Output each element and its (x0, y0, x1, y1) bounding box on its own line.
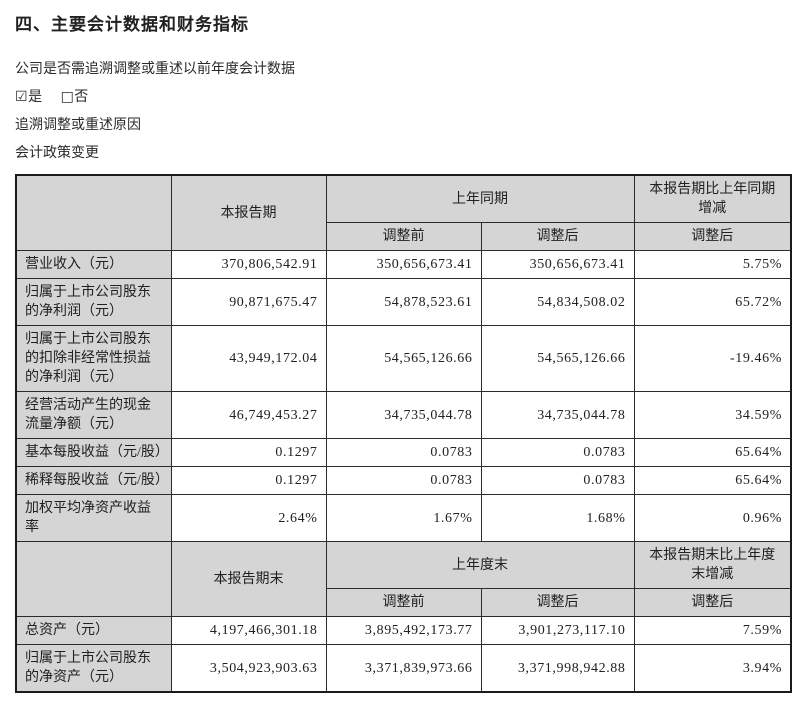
yearend-header-row: 本报告期末 上年度末 本报告期末比上年度末增减 (15, 541, 792, 617)
intro-block: 公司是否需追溯调整或重述以前年度会计数据 ☑是 □否 追溯调整或重述原因 会计政… (15, 62, 790, 161)
after-adjust-value-cell: 34,735,044.78 (480, 391, 635, 439)
before-adjust-value-cell: 54,878,523.61 (325, 278, 482, 326)
period-subheader-row: 调整前 调整后 调整后 (16, 222, 792, 251)
row-label-cell: 基本每股收益（元/股） (15, 438, 172, 467)
unchecked-checkbox-icon: □ (60, 89, 75, 105)
current-period-value-cell: 370,806,542.91 (170, 250, 327, 279)
subheader-before-adjustment: 调整前 (325, 588, 482, 617)
after-adjust-value-cell: 0.0783 (480, 438, 635, 467)
col-header-prior-period: 上年同期 (325, 174, 635, 223)
report-page: 四、主要会计数据和财务指标 公司是否需追溯调整或重述以前年度会计数据 ☑是 □否… (15, 15, 792, 693)
before-adjust-value-cell: 34,735,044.78 (325, 391, 482, 439)
before-adjust-value-cell: 3,371,839,973.66 (325, 644, 482, 693)
change-value-cell: 34.59% (633, 391, 792, 439)
before-adjust-value-cell: 3,895,492,173.77 (325, 616, 482, 645)
subheader-after-adjustment: 调整后 (480, 222, 635, 251)
before-adjust-value-cell: 54,565,126.66 (325, 325, 482, 392)
subheader-before-adjustment: 调整前 (325, 222, 482, 251)
no-option-label: 否 (74, 90, 89, 105)
change-value-cell: 65.64% (633, 438, 792, 467)
current-period-value-cell: 2.64% (170, 494, 327, 542)
after-adjust-value-cell: 1.68% (480, 494, 635, 542)
before-adjust-value-cell: 0.0783 (325, 438, 482, 467)
after-adjust-value-cell: 0.0783 (480, 466, 635, 495)
row-label-cell: 归属于上市公司股东的扣除非经常性损益的净利润（元） (15, 325, 172, 392)
before-adjust-value-cell: 350,656,673.41 (325, 250, 482, 279)
table-row-net-profit: 归属于上市公司股东的净利润（元） 90,871,675.47 54,878,52… (15, 278, 792, 326)
change-value-cell: 65.64% (633, 466, 792, 495)
after-adjust-value-cell: 3,371,998,942.88 (480, 644, 635, 693)
restatement-answer-line: ☑是 □否 (15, 89, 790, 106)
table-row-net-profit-excl-nonrecurring: 归属于上市公司股东的扣除非经常性损益的净利润（元） 43,949,172.04 … (15, 325, 792, 392)
change-value-cell: 0.96% (633, 494, 792, 542)
table-row-operating-revenue: 营业收入（元） 370,806,542.91 350,656,673.41 35… (15, 250, 792, 279)
restatement-reason-value: 会计政策变更 (15, 146, 99, 161)
table-row-operating-cash-flow: 经营活动产生的现金流量净额（元） 46,749,453.27 34,735,04… (15, 391, 792, 439)
after-adjust-value-cell: 350,656,673.41 (480, 250, 635, 279)
change-value-cell: 3.94% (633, 644, 792, 693)
subheader-change-after-adjustment: 调整后 (633, 222, 792, 251)
checked-checkbox-icon: ☑ (15, 89, 29, 105)
period-header-row: 本报告期 上年同期 本报告期比上年同期增减 (15, 174, 792, 251)
table-row-total-assets: 总资产（元） 4,197,466,301.18 3,895,492,173.77… (15, 616, 792, 645)
change-value-cell: 65.72% (633, 278, 792, 326)
before-adjust-value-cell: 1.67% (325, 494, 482, 542)
current-period-value-cell: 4,197,466,301.18 (170, 616, 327, 645)
row-label-cell: 归属于上市公司股东的净资产（元） (15, 644, 172, 693)
current-period-value-cell: 90,871,675.47 (170, 278, 327, 326)
change-value-cell: -19.46% (633, 325, 792, 392)
current-period-value-cell: 43,949,172.04 (170, 325, 327, 392)
after-adjust-value-cell: 54,565,126.66 (480, 325, 635, 392)
financial-indicators-table: 本报告期 上年同期 本报告期比上年同期增减 调整前 调整后 调整后 营业收入（元… (15, 174, 792, 693)
restatement-reason-label: 追溯调整或重述原因 (15, 118, 141, 133)
subheader-after-adjustment: 调整后 (480, 588, 635, 617)
current-period-value-cell: 0.1297 (170, 466, 327, 495)
row-label-cell: 归属于上市公司股东的净利润（元） (15, 278, 172, 326)
table-row-net-assets: 归属于上市公司股东的净资产（元） 3,504,923,903.63 3,371,… (15, 644, 792, 693)
row-label-cell: 加权平均净资产收益率 (15, 494, 172, 542)
col-header-period-change: 本报告期比上年同期增减 (633, 174, 792, 223)
row-label-cell: 经营活动产生的现金流量净额（元） (15, 391, 172, 439)
yearend-subheader-row: 调整前 调整后 调整后 (16, 588, 792, 617)
before-adjust-value-cell: 0.0783 (325, 466, 482, 495)
col-header-prior-yearend: 上年度末 (325, 541, 635, 589)
yes-option: ☑是 (15, 89, 43, 106)
change-value-cell: 5.75% (633, 250, 792, 279)
section-title: 四、主要会计数据和财务指标 (15, 15, 249, 34)
col-header-current-period: 本报告期 (170, 174, 327, 251)
no-option: □否 (60, 89, 89, 106)
row-label-cell: 总资产（元） (15, 616, 172, 645)
row-label-cell: 稀释每股收益（元/股） (15, 466, 172, 495)
current-period-value-cell: 46,749,453.27 (170, 391, 327, 439)
restatement-question: 公司是否需追溯调整或重述以前年度会计数据 (15, 62, 295, 77)
col-header-current-period-end: 本报告期末 (170, 541, 327, 617)
subheader-change-after-adjustment: 调整后 (633, 588, 792, 617)
change-value-cell: 7.59% (633, 616, 792, 645)
yes-option-label: 是 (28, 90, 43, 105)
after-adjust-value-cell: 54,834,508.02 (480, 278, 635, 326)
corner-cell (15, 541, 172, 617)
current-period-value-cell: 0.1297 (170, 438, 327, 467)
table-row-diluted-eps: 稀释每股收益（元/股） 0.1297 0.0783 0.0783 65.64% (15, 466, 792, 495)
table-row-weighted-avg-roe: 加权平均净资产收益率 2.64% 1.67% 1.68% 0.96% (15, 494, 792, 542)
table-row-basic-eps: 基本每股收益（元/股） 0.1297 0.0783 0.0783 65.64% (15, 438, 792, 467)
corner-cell (15, 174, 172, 251)
row-label-cell: 营业收入（元） (15, 250, 172, 279)
col-header-yearend-change: 本报告期末比上年度末增减 (633, 541, 792, 589)
after-adjust-value-cell: 3,901,273,117.10 (480, 616, 635, 645)
current-period-value-cell: 3,504,923,903.63 (170, 644, 327, 693)
